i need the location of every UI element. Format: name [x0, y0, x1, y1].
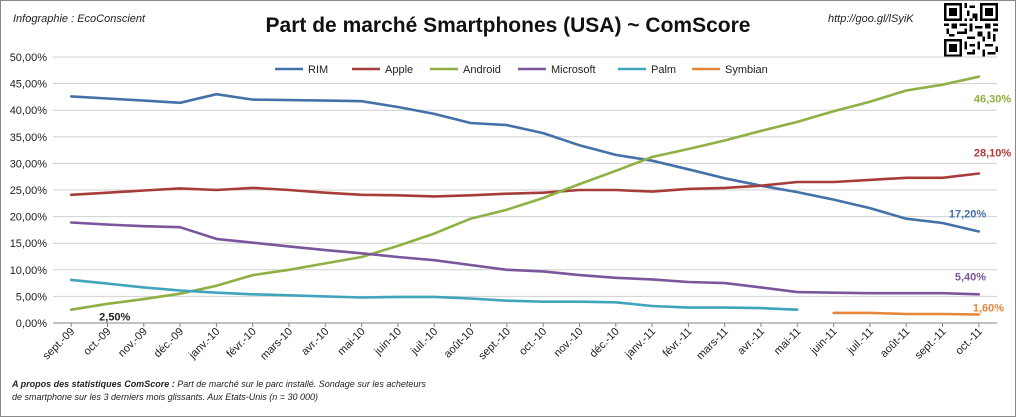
footnote: A propos des statistiques ComScore : Par… — [12, 378, 432, 404]
footnote-text: Part de marché sur le parc installé. Son… — [12, 379, 426, 402]
credit-text: Infographie : EcoConscient — [13, 13, 146, 25]
footnote-label: A propos des statistiques ComScore : — [12, 379, 175, 389]
chart-title: Part de marché Smartphones (USA) ~ ComSc… — [265, 14, 751, 37]
source-url: http://goo.gl/lSyiK — [828, 13, 914, 25]
qr-code-icon — [944, 3, 998, 57]
